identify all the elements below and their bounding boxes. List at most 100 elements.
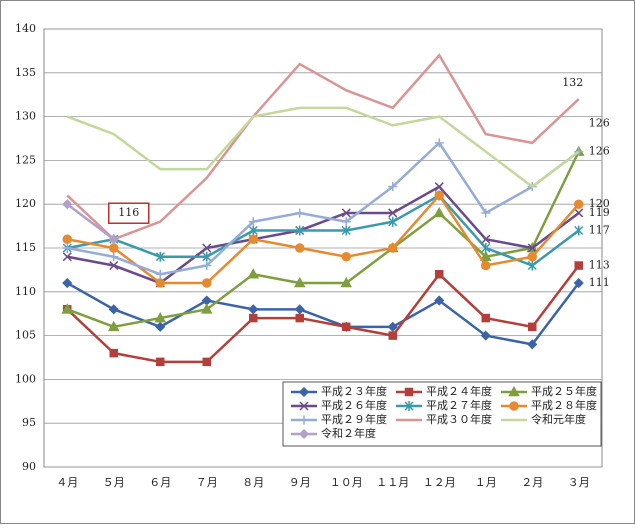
marker [481,208,491,218]
y-tick-label: 130 [15,110,36,123]
y-tick-label: 90 [22,460,36,473]
series [63,261,583,367]
y-tick-label: 135 [15,66,36,79]
series-line [67,185,580,285]
marker [155,269,165,279]
marker [295,243,305,253]
marker [248,234,258,244]
marker [434,190,444,201]
marker [574,208,584,218]
marker [404,387,414,397]
marker [62,243,72,253]
legend-label: 平成２５年度 [531,384,597,398]
marker [481,234,491,244]
marker [574,199,584,209]
marker [434,138,444,148]
marker [202,357,211,367]
x-tick-label: ７月 [196,476,218,489]
series-line [66,151,580,329]
marker [298,386,310,398]
data-label: 117 [589,223,610,236]
series-line [66,264,580,364]
legend-label: 平成２７年度 [426,398,492,412]
marker [293,277,306,288]
y-tick-label: 95 [22,416,36,429]
marker [299,401,309,411]
marker [341,208,351,218]
series-line [66,203,115,241]
marker [573,277,584,289]
marker [434,295,445,306]
marker [154,312,167,323]
x-tick-label: ９月 [289,476,311,489]
marker [481,243,491,253]
legend-label: 平成２８年度 [531,398,597,412]
data-label: 119 [589,206,610,219]
y-tick-label: 100 [15,372,36,385]
legend-label: 平成２９年度 [321,412,387,426]
marker [387,321,398,332]
data-label: 132 [562,76,583,89]
marker [527,260,537,271]
legend-label: 平成３０年度 [426,412,492,426]
data-label: 126 [589,145,610,158]
marker [248,217,258,227]
marker [247,268,260,279]
marker [109,252,119,262]
data-label: 111 [589,276,610,289]
series [62,190,584,288]
x-tick-label: ８月 [242,476,264,489]
x-tick-label: １月 [475,476,497,489]
marker [388,208,398,218]
series [66,106,580,189]
y-tick-label: 110 [15,285,36,298]
x-tick-label: ６月 [149,476,171,489]
series [62,199,119,245]
series-line [67,193,580,285]
marker [481,260,491,271]
marker [388,243,398,253]
series-line [66,53,580,241]
callout-label: 116 [118,206,139,219]
marker [155,321,166,332]
series [62,182,584,288]
marker [109,243,119,253]
callout-box [108,202,150,224]
marker [294,304,305,315]
y-tick-label: 115 [15,241,36,254]
marker [479,250,492,262]
data-label: 120 [589,197,610,210]
marker [62,252,72,262]
marker [434,182,444,192]
y-tick-label: 140 [15,22,36,35]
marker [574,261,583,270]
marker [62,199,73,210]
marker [299,415,309,425]
marker [341,217,351,227]
marker [340,277,353,288]
marker [156,357,165,367]
marker [155,251,165,262]
marker [388,331,397,340]
x-tick-label: ４月 [56,476,78,489]
marker [109,260,119,271]
y-tick-label: 120 [15,197,36,210]
marker [527,339,538,350]
series-line [66,106,580,189]
marker [295,208,305,218]
marker [435,270,444,279]
marker [155,278,165,288]
marker [62,277,73,289]
marker [202,278,212,288]
data-label: 113 [589,259,610,272]
marker [527,243,537,253]
marker [388,182,398,192]
legend-label: 平成２４年度 [426,384,492,398]
legend-label: 平成２６年度 [321,398,387,412]
y-tick-label: 105 [15,329,36,342]
marker [509,401,519,411]
marker [295,313,304,323]
x-tick-label: ５月 [103,476,125,489]
marker [248,225,258,236]
